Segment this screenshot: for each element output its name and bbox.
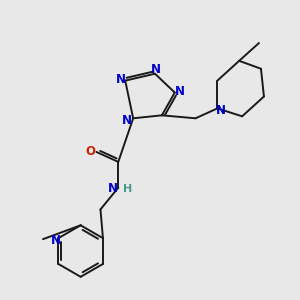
Text: N: N — [151, 63, 161, 76]
Text: H: H — [123, 184, 132, 194]
Text: N: N — [175, 85, 185, 98]
Text: N: N — [51, 234, 62, 247]
Text: N: N — [216, 104, 226, 117]
Text: O: O — [85, 146, 96, 158]
Text: N: N — [122, 114, 132, 127]
Text: N: N — [108, 182, 118, 195]
Text: N: N — [116, 73, 126, 86]
